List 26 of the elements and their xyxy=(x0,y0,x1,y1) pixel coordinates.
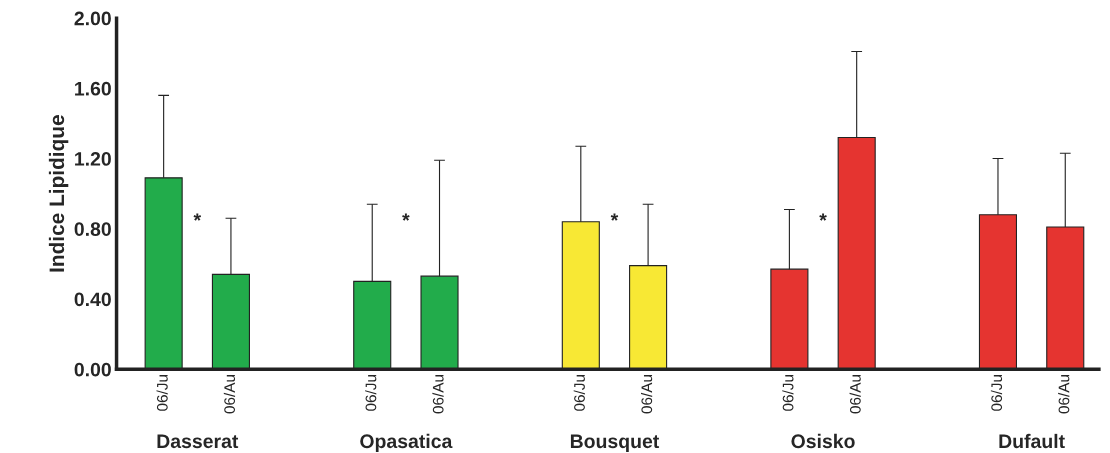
y-tick-label: 2.00 xyxy=(74,11,111,26)
x-tick-label: 06/Ju xyxy=(365,375,377,411)
text: Bousquet xyxy=(570,434,660,452)
x-tick-label: 06/Ju xyxy=(573,375,585,411)
annotation: * xyxy=(402,213,410,221)
x-tick-label: 06/Ju xyxy=(990,375,1003,411)
x-tick-label: 06/Au xyxy=(223,375,236,414)
y-tick-label: 0.40 xyxy=(74,292,111,307)
y-axis-title: Indice Lipidique xyxy=(48,115,69,272)
text: Dasserat xyxy=(157,434,239,449)
annotation: * xyxy=(610,213,619,221)
y-tick-label: 0.80 xyxy=(74,222,111,236)
x-tick-label: 06/Au xyxy=(849,375,861,414)
x-tick-label: 06/Au xyxy=(432,375,444,414)
text: Dufault xyxy=(999,433,1065,449)
annotation: * xyxy=(193,213,202,221)
y-tick-label: 0.00 xyxy=(74,362,111,377)
text: Opasatica xyxy=(360,433,453,452)
x-tick-label: 06/Au xyxy=(1058,375,1070,414)
x-tick-label: 06/Ju xyxy=(156,375,168,411)
y-tick-label: 1.60 xyxy=(75,81,111,96)
x-tick-label: 06/Ju xyxy=(782,375,794,411)
x-tick-label: 06/Au xyxy=(640,375,653,414)
y-tick-label: 1.20 xyxy=(75,152,111,166)
annotation: * xyxy=(819,213,827,221)
text: Osisko xyxy=(791,433,855,449)
